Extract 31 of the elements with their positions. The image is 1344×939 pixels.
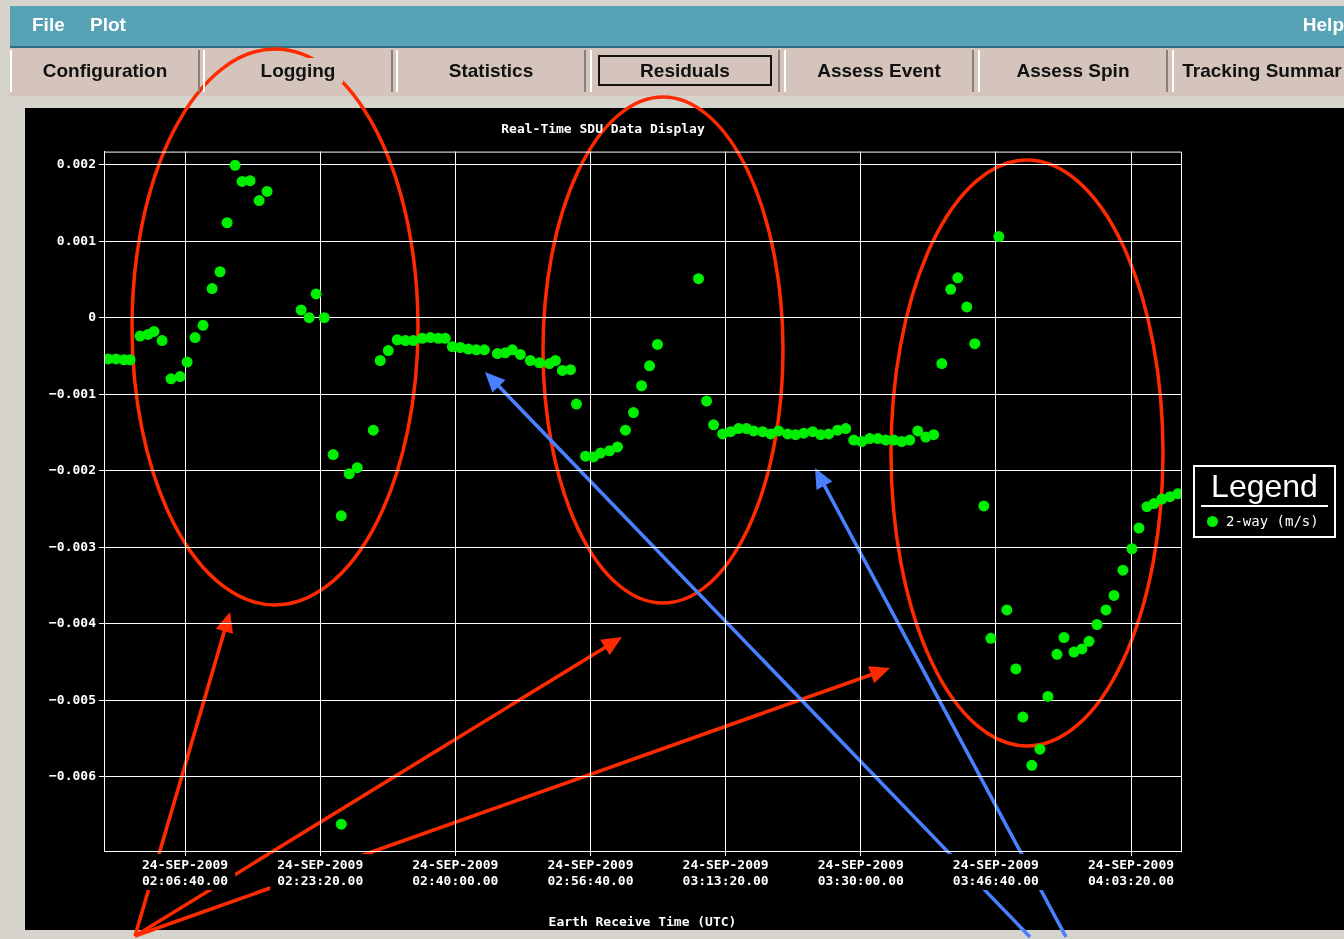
y-tick-label: −0.006 — [49, 768, 97, 784]
x-tick-label: 24-SEP-2009 03:30:00.00 — [817, 857, 904, 888]
x-tick-label: 24-SEP-2009 03:13:20.00 — [682, 857, 769, 888]
y-tick-label: 0.002 — [56, 155, 96, 171]
text: Statistics — [440, 58, 542, 83]
text: Help — [1302, 14, 1344, 36]
y-tick-label: −0.001 — [49, 385, 97, 401]
text: Configuration — [34, 58, 176, 83]
x-tick-label: 24-SEP-2009 03:46:40.00 — [952, 857, 1040, 888]
y-tick-label: −0.002 — [49, 462, 96, 478]
y-tick-label: −0.005 — [49, 691, 96, 707]
x-tick-label: 24-SEP-2009 02:40:00.00 — [412, 857, 499, 888]
legend-label: 2-way (m/s) — [1226, 513, 1319, 529]
text: Assess Spin — [1008, 58, 1138, 83]
x-tick-label: 24-SEP-2009 04:03:20.00 — [1087, 857, 1175, 888]
text: Residuals — [598, 55, 772, 86]
text: Tracking Summar — [1174, 58, 1344, 83]
x-tick-label: 24-SEP-2009 02:56:40.00 — [547, 857, 634, 888]
x-tick-label: 24-SEP-2009 02:06:40.00 — [142, 857, 229, 888]
text: Logging — [252, 58, 344, 83]
y-tick-label: 0 — [88, 309, 97, 325]
y-tick-label: −0.003 — [49, 538, 96, 554]
y-tick-label: −0.004 — [49, 615, 97, 631]
x-axis-title: Earth Receive Time (UTC) — [548, 913, 737, 929]
legend-title: Legend — [1201, 467, 1328, 507]
chart-title: Real-Time SDU Data Display — [501, 121, 705, 137]
x-tick-label: 24-SEP-2009 02:23:20.00 — [277, 857, 364, 888]
y-tick-label: 0.001 — [56, 232, 97, 248]
text: Assess Event — [809, 58, 949, 83]
text: File — [32, 14, 65, 36]
text: Plot — [90, 14, 126, 36]
